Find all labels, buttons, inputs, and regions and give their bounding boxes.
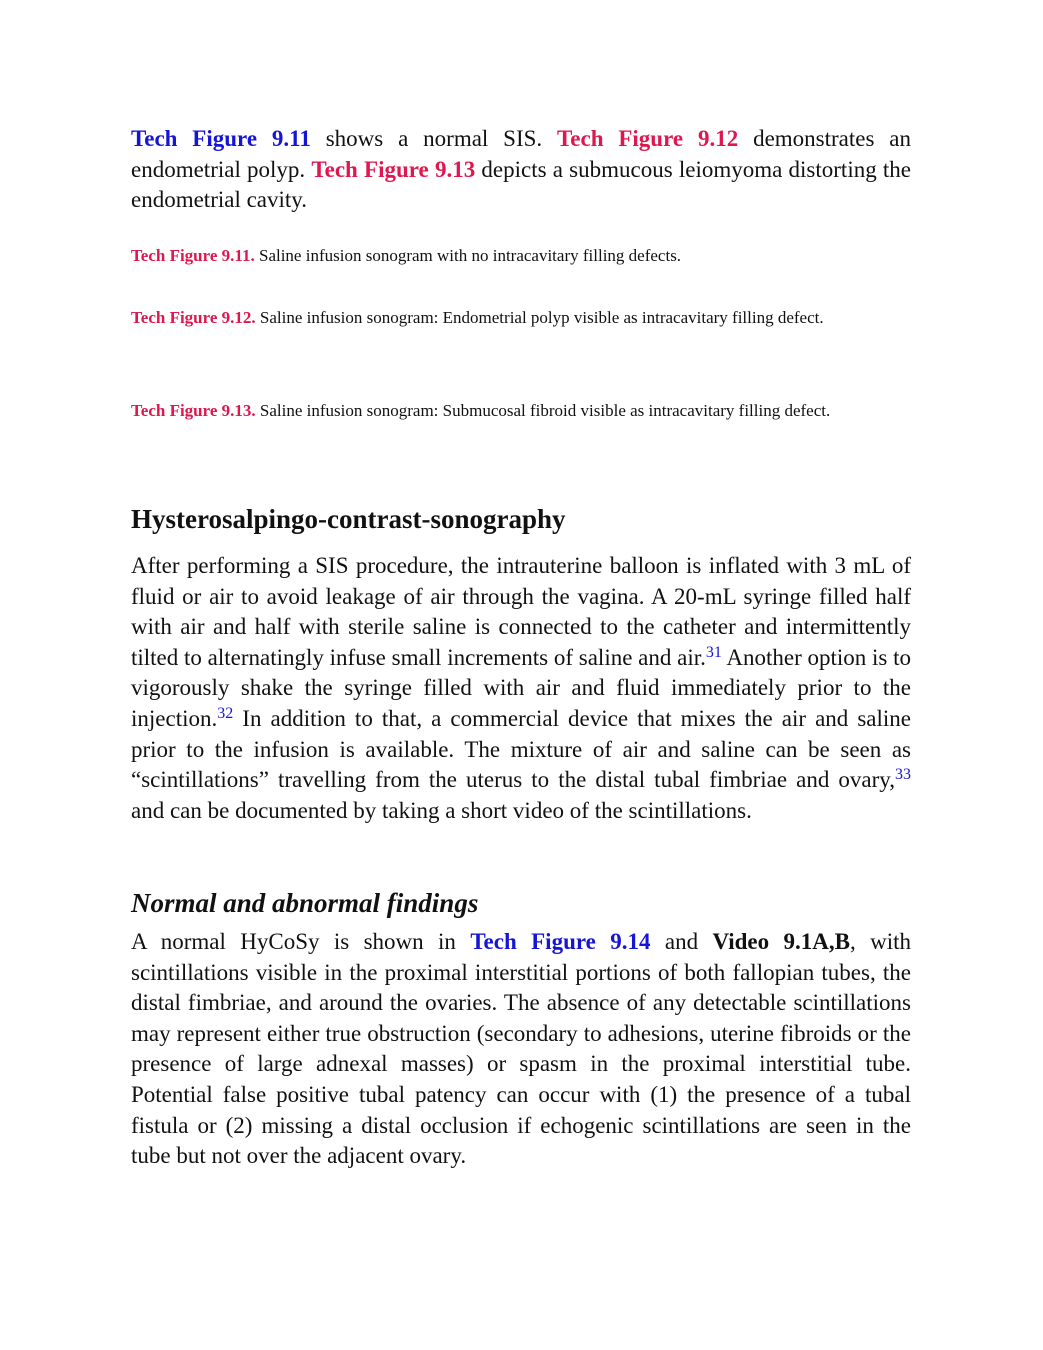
subsection-heading: Normal and abnormal findings [131, 888, 479, 918]
figure-link[interactable]: Tech Figure 9.14 [470, 929, 651, 954]
caption-label: Tech Figure 9.13. [131, 401, 256, 420]
section-paragraph: After performing a SIS procedure, the in… [131, 551, 911, 826]
text-run: and [650, 929, 713, 954]
text-run: In addition to that, a commercial device… [131, 705, 911, 793]
text-run: depicts a submucous leiomyoma distorting… [131, 156, 912, 213]
caption-text: Saline infusion sonogram: Submucosal fib… [255, 401, 831, 420]
caption-label: Tech Figure 9.12. [131, 308, 256, 327]
text-run: A normal HyCoSy is shown in [131, 929, 471, 954]
figure-link[interactable]: Tech Figure 9.11 [131, 126, 311, 151]
reference[interactable]: 31 [705, 643, 722, 661]
text-run: and can be documented by taking a short … [131, 797, 752, 823]
caption: Tech Figure 9.12. Saline infusion sonogr… [131, 302, 871, 333]
reference[interactable]: 33 [895, 766, 911, 784]
caption: Tech Figure 9.11. Saline infusion sonogr… [131, 240, 871, 271]
figure-link[interactable]: Tech Figure 9.12 [557, 126, 739, 151]
text-run: demonstrates an endometrial polyp. [131, 126, 911, 182]
caption-text: Saline infusion sonogram: Endometrial po… [255, 308, 824, 327]
text-run: After performing a SIS procedure, the in… [131, 553, 911, 670]
video-reference: Video 9.1A,B [712, 929, 850, 954]
reference[interactable]: 32 [217, 704, 234, 722]
section-heading: Hysterosalpingo-contrast-sonography [131, 504, 566, 534]
text-run: , with scintillations visible in the pro… [131, 929, 911, 1169]
intro-paragraph: Tech Figure 9.11 shows a normal SIS. Tec… [131, 124, 911, 216]
caption-label: Tech Figure 9.11. [131, 246, 255, 265]
text-run: Another option is to vigorously shake th… [131, 644, 911, 731]
caption: Tech Figure 9.13. Saline infusion sonogr… [131, 395, 871, 426]
caption-text: Saline infusion sonogram with no intraca… [254, 246, 682, 265]
subsection-paragraph: A normal HyCoSy is shown in Tech Figure … [131, 927, 911, 1172]
figure-link[interactable]: Tech Figure 9.13 [311, 156, 476, 182]
text-run: shows a normal SIS. [310, 126, 558, 151]
